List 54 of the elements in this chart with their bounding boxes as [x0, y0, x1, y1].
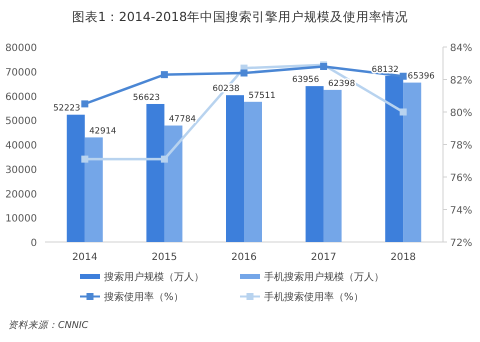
data-label: 63956 — [292, 75, 320, 86]
point — [400, 72, 407, 80]
point — [81, 156, 88, 163]
point — [81, 100, 88, 108]
y2-tick-label: 74% — [450, 206, 472, 216]
legend-label: 搜索使用率（%） — [104, 291, 184, 303]
bar — [385, 76, 404, 242]
data-label: 62398 — [328, 78, 356, 89]
point — [160, 71, 168, 78]
y2-tick-label: 84% — [450, 43, 472, 54]
y-tick-label: 40000 — [5, 140, 37, 152]
bar — [146, 104, 164, 242]
bar — [244, 102, 262, 242]
bar — [324, 90, 342, 242]
data-label: 57511 — [248, 90, 276, 101]
data-label: 56623 — [132, 92, 160, 103]
bar — [84, 137, 103, 242]
point — [240, 70, 248, 76]
bar — [164, 126, 182, 242]
x-tick-label: 2014 — [72, 252, 98, 263]
legend-label: 手机搜索用户规模（万人） — [264, 271, 384, 283]
y-tick-label: 60000 — [5, 92, 37, 103]
x-tick-label: 2016 — [231, 252, 257, 263]
point — [160, 156, 168, 163]
x-tick-label: 2018 — [390, 252, 416, 263]
data-label: 42914 — [89, 126, 116, 136]
data-label: 68132 — [372, 64, 399, 75]
y2-tick-label: 78% — [450, 140, 472, 152]
x-tick-label: 2015 — [152, 252, 178, 263]
data-label: 47784 — [168, 114, 196, 125]
text: 资料来源：CNNIC — [8, 320, 89, 331]
data-label: 60238 — [212, 84, 240, 94]
y-tick-label: 80000 — [5, 43, 37, 54]
bar — [226, 95, 244, 242]
y-tick-label: 0 — [30, 238, 37, 249]
point — [400, 108, 407, 116]
legend-label: 搜索用户规模（万人） — [104, 271, 204, 283]
y2-tick-label: 76% — [450, 173, 472, 184]
data-label: 65396 — [408, 72, 435, 82]
bar — [403, 82, 422, 242]
bar — [306, 86, 324, 242]
y2-tick-label: 80% — [450, 108, 472, 119]
y-tick-label: 30000 — [5, 164, 37, 176]
y2-tick-label: 82% — [450, 76, 472, 86]
chart-title: 图表1：2014-2018年中国搜索引擎用户规模及使用率情况 — [72, 9, 408, 24]
y-tick-label: 70000 — [5, 67, 37, 78]
data-label: 52223 — [53, 104, 80, 114]
y2-tick-label: 72% — [450, 238, 472, 249]
legend-label: 手机搜索使用率（%） — [264, 291, 364, 303]
x-tick-label: 2017 — [310, 252, 336, 263]
bar — [66, 114, 85, 242]
y-tick-label: 10000 — [5, 214, 37, 225]
y-tick-label: 20000 — [5, 189, 37, 200]
y-tick-label: 50000 — [5, 116, 37, 128]
